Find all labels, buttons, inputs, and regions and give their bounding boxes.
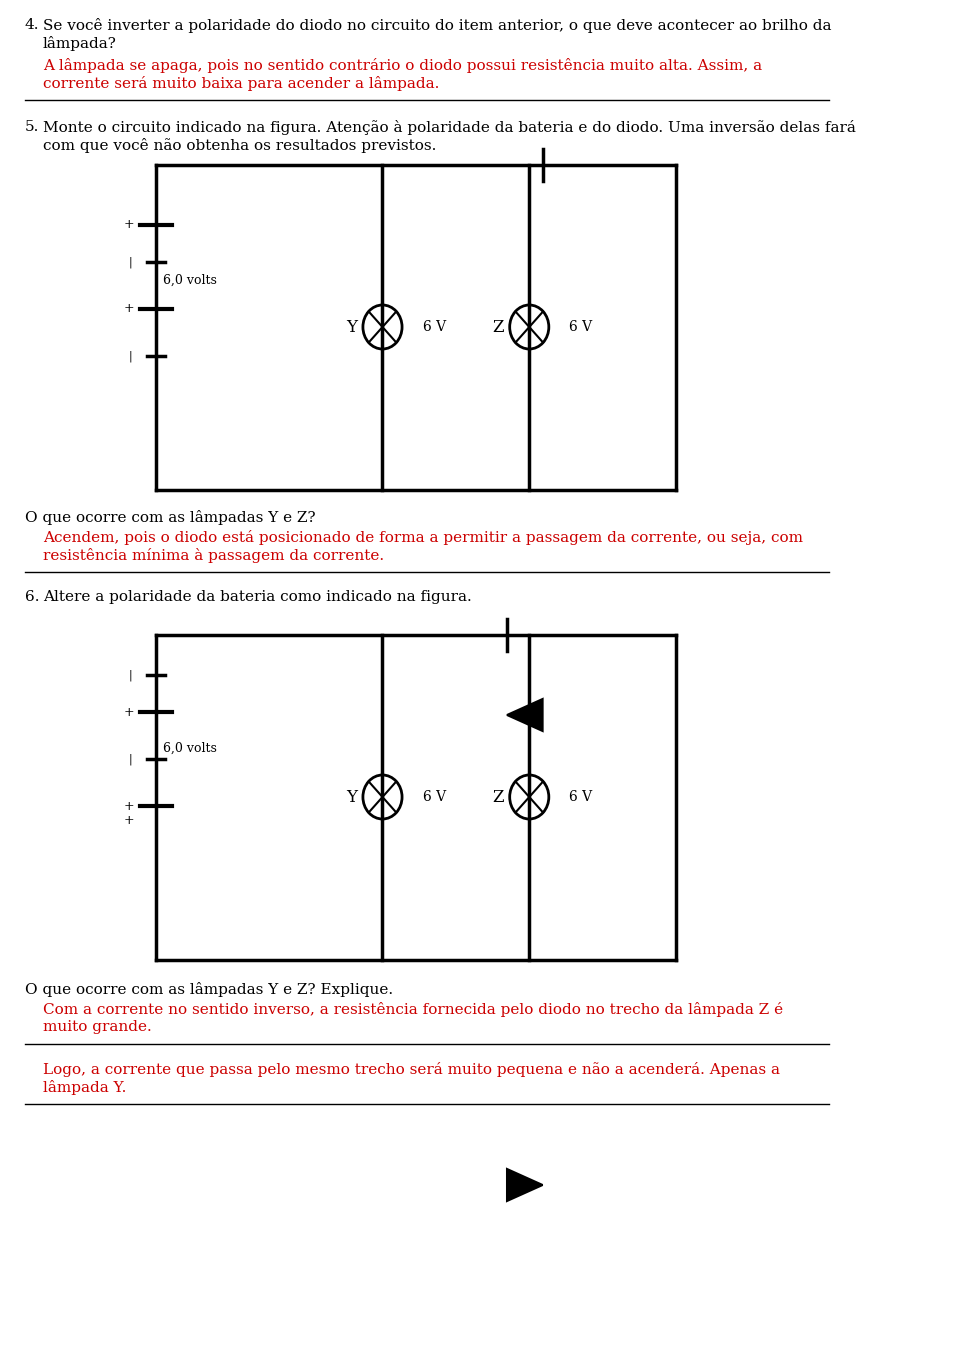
Text: |: | bbox=[129, 350, 132, 362]
Text: lâmpada Y.: lâmpada Y. bbox=[42, 1080, 126, 1095]
Text: O que ocorre com as lâmpadas Y e Z?: O que ocorre com as lâmpadas Y e Z? bbox=[25, 510, 316, 525]
Text: 5.: 5. bbox=[25, 120, 39, 134]
Text: muito grande.: muito grande. bbox=[42, 1021, 152, 1034]
Text: 6,0 volts: 6,0 volts bbox=[163, 741, 217, 755]
Text: 4.: 4. bbox=[25, 18, 39, 32]
Text: Com a corrente no sentido inverso, a resistência fornecida pelo diodo no trecho : Com a corrente no sentido inverso, a res… bbox=[42, 1002, 782, 1017]
Text: |: | bbox=[129, 670, 132, 680]
Text: +: + bbox=[124, 302, 134, 316]
Text: Y: Y bbox=[346, 319, 357, 336]
Text: A lâmpada se apaga, pois no sentido contrário o diodo possui resistência muito a: A lâmpada se apaga, pois no sentido cont… bbox=[42, 58, 762, 73]
Text: +: + bbox=[124, 814, 134, 826]
Text: 6 V: 6 V bbox=[569, 790, 592, 805]
Text: 6 V: 6 V bbox=[422, 320, 445, 333]
Text: com que você não obtenha os resultados previstos.: com que você não obtenha os resultados p… bbox=[42, 138, 436, 153]
Text: 6,0 volts: 6,0 volts bbox=[163, 274, 217, 286]
Text: corrente será muito baixa para acender a lâmpada.: corrente será muito baixa para acender a… bbox=[42, 76, 439, 90]
Text: Z: Z bbox=[492, 319, 504, 336]
Text: Logo, a corrente que passa pelo mesmo trecho será muito pequena e não a acenderá: Logo, a corrente que passa pelo mesmo tr… bbox=[42, 1062, 780, 1077]
Text: +: + bbox=[124, 706, 134, 718]
Text: Acendem, pois o diodo está posicionado de forma a permitir a passagem da corrent: Acendem, pois o diodo está posicionado d… bbox=[42, 531, 803, 545]
Polygon shape bbox=[507, 1169, 542, 1202]
Text: +: + bbox=[124, 219, 134, 231]
Text: Altere a polaridade da bateria como indicado na figura.: Altere a polaridade da bateria como indi… bbox=[42, 590, 471, 603]
Text: Y: Y bbox=[346, 788, 357, 806]
Text: Monte o circuito indicado na figura. Atenção à polaridade da bateria e do diodo.: Monte o circuito indicado na figura. Ate… bbox=[42, 120, 855, 135]
Text: |: | bbox=[129, 256, 132, 267]
Text: Z: Z bbox=[492, 788, 504, 806]
Text: 6 V: 6 V bbox=[422, 790, 445, 805]
Text: |: | bbox=[129, 753, 132, 764]
Text: resistência mínima à passagem da corrente.: resistência mínima à passagem da corrent… bbox=[42, 548, 384, 563]
Text: 6.: 6. bbox=[25, 590, 39, 603]
Text: lâmpada?: lâmpada? bbox=[42, 36, 116, 51]
Text: O que ocorre com as lâmpadas Y e Z? Explique.: O que ocorre com as lâmpadas Y e Z? Expl… bbox=[25, 981, 393, 998]
Polygon shape bbox=[507, 699, 542, 730]
Text: 6 V: 6 V bbox=[569, 320, 592, 333]
Text: Se você inverter a polaridade do diodo no circuito do item anterior, o que deve : Se você inverter a polaridade do diodo n… bbox=[42, 18, 831, 32]
Text: +: + bbox=[124, 799, 134, 813]
